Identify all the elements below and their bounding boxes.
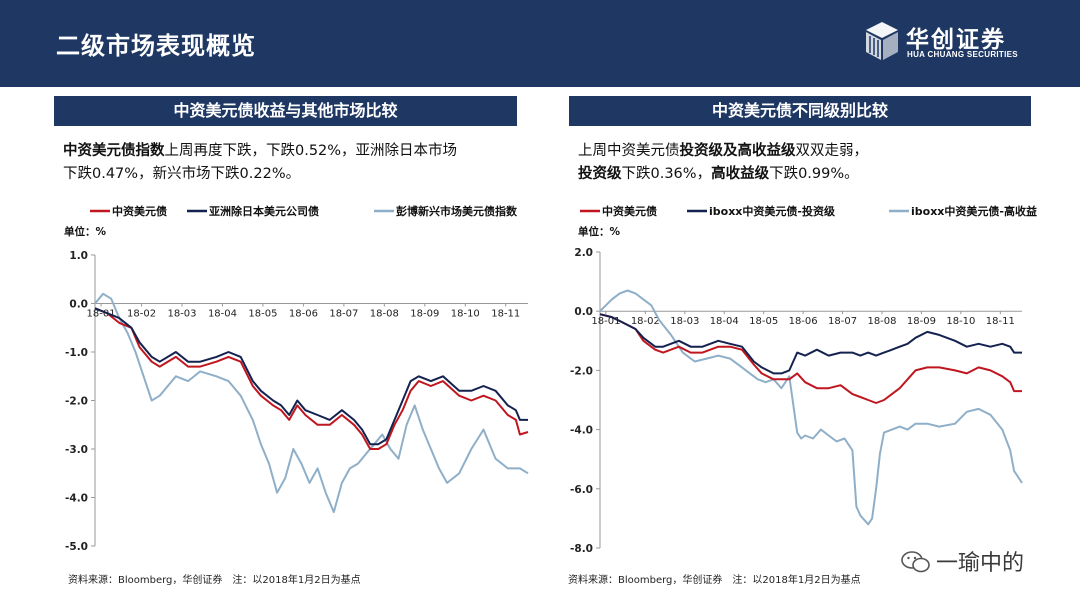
right-y-tick-label: -4.0 [570,425,593,437]
left-x-tick-label: 18-08 [370,309,399,320]
right-source-note: 资料来源：Bloomberg，华创证券 注：以2018年1月2日为基点 [568,575,861,586]
right-desc-mid2: 下跌0.36%， [621,166,712,182]
left-y-tick-label: -4.0 [65,493,88,505]
left-series-line-1 [94,307,528,446]
right-y-tick-label: 2.0 [574,247,593,259]
left-y-tick-label: -5.0 [65,541,88,553]
right-series-line-1 [599,313,1022,375]
right-x-tick-label: 18-10 [946,316,975,327]
right-legend-label: iboxx中资美元债-高收益 [911,204,1037,218]
right-chart: 中资美元债 iboxx中资美元债-投资级 iboxx中资美元债-高收益 单位：% 2… [570,204,1037,555]
left-y-tick-label: -3.0 [65,444,88,456]
left-y-tick-label: -2.0 [65,396,88,408]
right-panel-title: 中资美元债不同级别比较 [569,96,1031,126]
right-desc-bold2: 投资级 [578,166,622,182]
right-desc-pre: 上周中资美元债 [578,143,680,159]
logo-english-name: HUA CHUANG SECURITIES [907,50,1018,59]
left-x-tick-label: 18-07 [329,309,358,320]
right-x-tick-label: 18-11 [986,316,1015,327]
right-x-tick-label: 18-07 [828,316,857,327]
left-y-tick-label: -1.0 [65,347,88,359]
right-desc-bold3: 高收益级 [711,166,770,182]
left-chart: 中资美元债 亚洲除日本美元公司债 彭博新兴市场美元债指数 单位：% 1.0 0.0 -1… [64,204,529,553]
left-chart-legend: 中资美元债 亚洲除日本美元公司债 彭博新兴市场美元债指数 [90,204,518,218]
left-series-line-0 [94,307,529,450]
left-x-tick-label: 18-10 [451,309,480,320]
right-desc-bold1: 投资级及高收益级 [679,143,796,159]
right-panel-description: 上周中资美元债投资级及高收益级双双走弱， 投资级下跌0.36%，高收益级下跌0.… [578,140,1048,186]
left-desc-line2: 下跌0.47%，新兴市场下跌0.22%。 [63,166,301,182]
right-x-tick-label: 18-04 [710,316,739,327]
left-x-tick-label: 18-06 [289,309,318,320]
left-panel-description: 中资美元债指数上周再度下跌，下跌0.52%，亚洲除日本市场 下跌0.47%，新兴… [63,140,533,186]
left-desc-text: 上周再度下跌，下跌0.52%，亚洲除日本市场 [164,143,458,159]
right-y-tick-label: 0.0 [574,306,593,318]
right-series-line-0 [599,313,1022,404]
right-y-tick-label: -8.0 [570,543,593,555]
right-y-tick-label: -2.0 [570,365,593,377]
right-x-tick-label: 18-03 [670,316,699,327]
left-source-note: 资料来源：Bloomberg，华创证券 注：以2018年1月2日为基点 [68,575,361,586]
right-desc-post2: 下跌0.99%。 [769,166,859,182]
logo-chinese-name: 华创证券 [906,27,1006,53]
page-title: 二级市场表现概览 [56,32,256,60]
left-panel-title: 中资美元债收益与其他市场比较 [54,96,517,126]
left-legend-label: 亚洲除日本美元公司债 [209,204,319,218]
logo-cube-icon [866,22,898,60]
left-legend-label: 中资美元债 [112,204,167,218]
right-x-tick-label: 18-02 [631,316,660,327]
left-x-tick-label: 18-03 [167,309,196,320]
right-legend-label: 中资美元债 [602,204,657,218]
left-x-tick-label: 18-09 [410,309,439,320]
left-x-tick-label: 18-05 [248,309,277,320]
right-y-tick-label: -6.0 [570,484,593,496]
right-x-tick-label: 18-09 [907,316,936,327]
left-legend-label: 彭博新兴市场美元债指数 [396,204,518,218]
left-chart-unit: 单位：% [64,225,106,238]
right-series-line-2 [599,289,1023,526]
right-legend-label: iboxx中资美元债-投资级 [709,204,836,218]
right-x-tick-label: 18-01 [591,316,620,327]
left-x-tick-label: 18-04 [208,309,237,320]
left-x-tick-label: 18-02 [127,309,156,320]
right-desc-post1: 双双走弱， [795,143,869,159]
company-logo: 华创证券 HUA CHUANG SECURITIES [862,20,1042,64]
top-banner: 二级市场表现概览 华创证券 HUA CHUANG SECURITIES [0,0,1080,87]
right-x-tick-label: 18-06 [789,316,818,327]
right-chart-legend: 中资美元债 iboxx中资美元债-投资级 iboxx中资美元债-高收益 [580,204,1037,218]
watermark-text: 一瑜中的 [936,551,1025,576]
right-x-tick-label: 18-05 [749,316,778,327]
left-series-line-2 [94,292,529,514]
left-y-tick-label: 1.0 [69,250,88,262]
right-x-tick-label: 18-08 [867,316,896,327]
left-x-tick-label: 18-11 [491,309,520,320]
left-y-tick-label: 0.0 [69,299,88,311]
right-chart-unit: 单位：% [578,225,620,238]
left-x-tick-label: 18-01 [87,309,116,320]
wechat-icon [901,551,930,573]
left-desc-highlight: 中资美元债指数 [63,143,165,159]
